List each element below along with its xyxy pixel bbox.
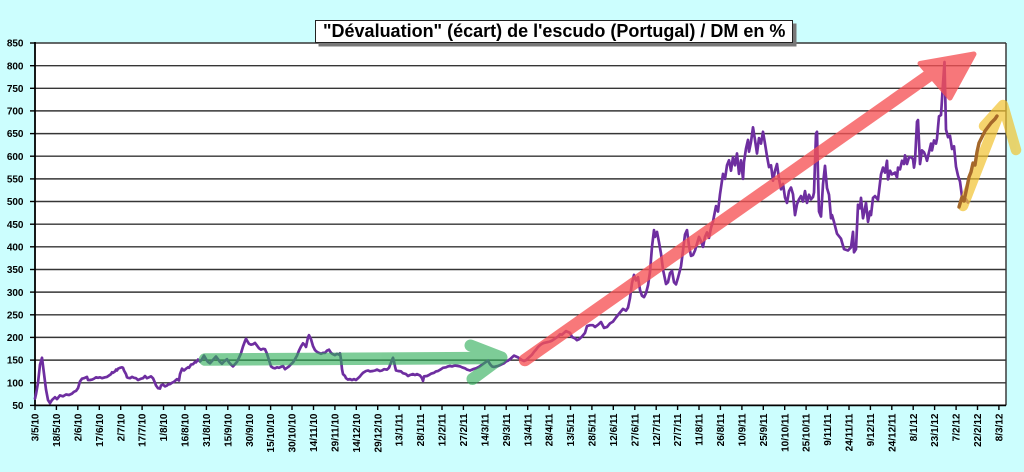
svg-text:24/12/11: 24/12/11	[887, 413, 898, 452]
svg-text:250: 250	[7, 310, 24, 321]
svg-text:24/11/11: 24/11/11	[845, 413, 856, 451]
svg-text:29/12/10: 29/12/10	[373, 413, 384, 452]
svg-text:31/8/10: 31/8/10	[202, 413, 213, 447]
svg-text:50: 50	[12, 401, 24, 412]
svg-text:2/6/10: 2/6/10	[73, 413, 84, 441]
svg-text:28/5/11: 28/5/11	[588, 413, 599, 446]
svg-text:100: 100	[7, 378, 24, 389]
svg-text:10/10/11: 10/10/11	[780, 413, 791, 452]
svg-text:8/3/12: 8/3/12	[995, 413, 1006, 441]
svg-text:13/4/11: 13/4/11	[523, 413, 534, 446]
svg-text:14/3/11: 14/3/11	[480, 413, 491, 446]
svg-text:30/9/10: 30/9/10	[245, 413, 256, 447]
svg-text:22/2/12: 22/2/12	[973, 413, 984, 447]
svg-text:15/9/10: 15/9/10	[223, 413, 234, 447]
svg-text:29/11/10: 29/11/10	[331, 413, 342, 452]
svg-text:15/10/10: 15/10/10	[266, 413, 277, 452]
svg-text:13/1/11: 13/1/11	[395, 413, 406, 446]
svg-text:600: 600	[7, 152, 24, 163]
svg-text:14/11/10: 14/11/10	[309, 413, 320, 452]
svg-text:17/6/10: 17/6/10	[95, 413, 106, 447]
svg-text:28/4/11: 28/4/11	[545, 413, 556, 446]
svg-text:13/5/11: 13/5/11	[566, 413, 577, 446]
svg-text:17/7/10: 17/7/10	[138, 413, 149, 447]
svg-text:850: 850	[7, 39, 24, 50]
svg-text:27/6/11: 27/6/11	[630, 413, 641, 446]
svg-text:3/5/10: 3/5/10	[31, 413, 42, 441]
svg-text:28/1/11: 28/1/11	[416, 413, 427, 446]
svg-text:18/5/10: 18/5/10	[52, 413, 63, 447]
svg-text:9/12/11: 9/12/11	[866, 413, 877, 446]
svg-text:11/8/11: 11/8/11	[695, 413, 706, 446]
svg-text:29/3/11: 29/3/11	[502, 413, 513, 446]
svg-text:26/8/11: 26/8/11	[716, 413, 727, 446]
svg-text:500: 500	[7, 197, 24, 208]
svg-text:150: 150	[7, 356, 24, 367]
svg-text:27/2/11: 27/2/11	[459, 413, 470, 446]
svg-text:12/7/11: 12/7/11	[652, 413, 663, 446]
svg-text:10/9/11: 10/9/11	[738, 413, 749, 446]
svg-text:650: 650	[7, 129, 24, 140]
svg-text:12/6/11: 12/6/11	[609, 413, 620, 446]
svg-text:16/8/10: 16/8/10	[181, 413, 192, 447]
svg-text:800: 800	[7, 61, 24, 72]
svg-text:25/9/11: 25/9/11	[759, 413, 770, 446]
svg-text:2/7/10: 2/7/10	[116, 413, 127, 441]
svg-text:700: 700	[7, 107, 24, 118]
svg-text:14/12/10: 14/12/10	[352, 413, 363, 452]
svg-text:12/2/11: 12/2/11	[438, 413, 449, 446]
svg-text:750: 750	[7, 84, 24, 95]
svg-text:9/11/11: 9/11/11	[823, 413, 834, 446]
svg-text:550: 550	[7, 175, 24, 186]
svg-text:30/10/10: 30/10/10	[288, 413, 299, 452]
svg-text:1/8/10: 1/8/10	[159, 413, 170, 441]
svg-text:25/10/11: 25/10/11	[802, 413, 813, 452]
svg-text:300: 300	[7, 288, 24, 299]
svg-text:200: 200	[7, 333, 24, 344]
svg-text:8/1/12: 8/1/12	[909, 413, 920, 441]
svg-text:400: 400	[7, 242, 24, 253]
svg-text:350: 350	[7, 265, 24, 276]
svg-text:27/7/11: 27/7/11	[673, 413, 684, 446]
svg-text:450: 450	[7, 220, 24, 231]
svg-text:7/2/12: 7/2/12	[952, 413, 963, 441]
svg-text:23/1/12: 23/1/12	[930, 413, 941, 447]
